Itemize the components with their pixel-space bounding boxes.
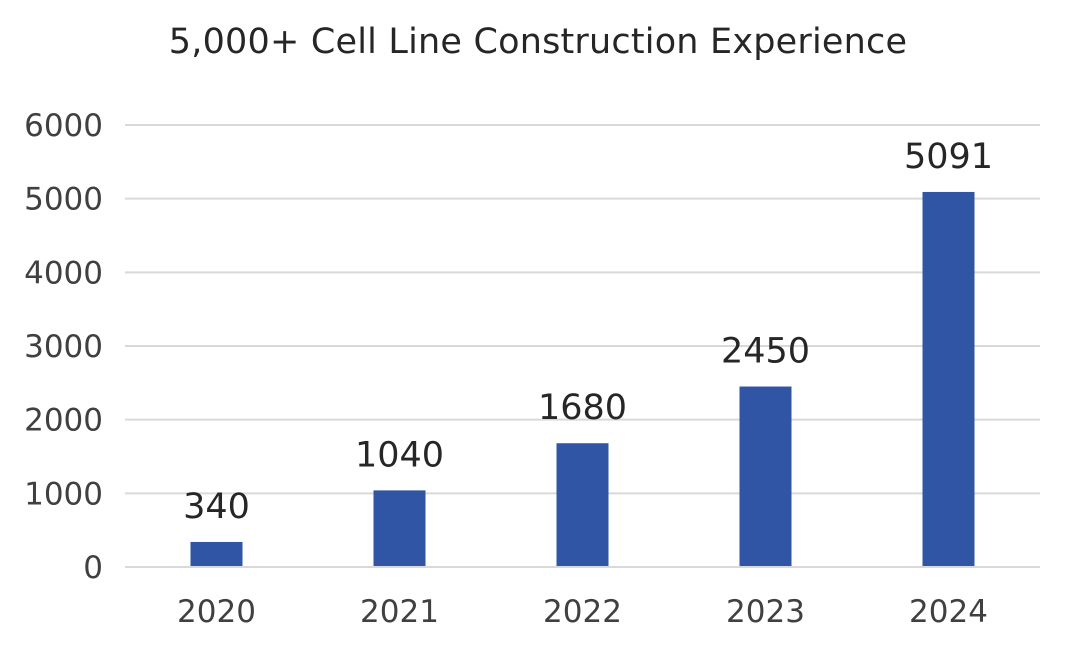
bar-2024: [922, 191, 975, 567]
y-tick-label: 1000: [24, 476, 103, 512]
x-tick-label: 2022: [543, 594, 622, 630]
data-label-2024: 5091: [904, 137, 993, 177]
y-tick-label: 2000: [24, 403, 103, 439]
x-tick-label: 2023: [726, 594, 805, 630]
data-label-2023: 2450: [721, 332, 810, 372]
data-label-2022: 1680: [538, 388, 627, 428]
x-axis-tick-labels: 2020 2021 2022 2023 2024: [177, 594, 988, 630]
bar-2021: [373, 490, 426, 567]
bar-2023: [739, 386, 792, 567]
x-tick-label: 2024: [909, 594, 988, 630]
bar-2020: [190, 541, 243, 567]
gridlines: [125, 124, 1040, 495]
data-label-2020: 340: [183, 487, 250, 527]
bar-2022: [556, 443, 609, 567]
data-labels: 340 1040 1680 2450 5091: [183, 137, 993, 527]
y-tick-label: 5000: [24, 182, 103, 218]
x-tick-label: 2020: [177, 594, 256, 630]
y-tick-label: 6000: [24, 108, 103, 144]
y-tick-label: 0: [83, 550, 103, 586]
bars: [190, 191, 975, 567]
data-label-2021: 1040: [355, 435, 444, 475]
chart-title: 5,000+ Cell Line Construction Experience: [168, 22, 908, 62]
x-tick-label: 2021: [360, 594, 439, 630]
y-axis-tick-labels: 0 1000 2000 3000 4000 5000 6000: [24, 108, 103, 586]
y-tick-label: 3000: [24, 329, 103, 365]
y-tick-label: 4000: [24, 255, 103, 291]
